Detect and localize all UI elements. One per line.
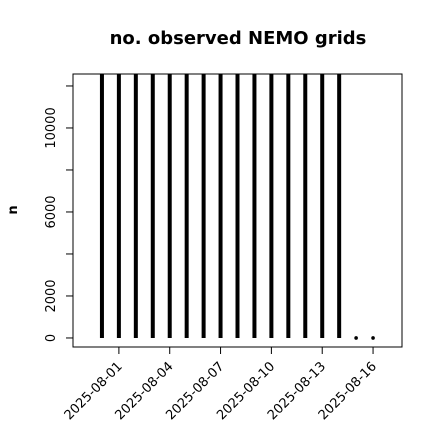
y-axis-label: n (6, 205, 21, 214)
y-tick-label: 0 (44, 334, 59, 342)
point (371, 336, 375, 340)
point (354, 336, 358, 340)
y-tick-label: 6000 (44, 195, 59, 228)
y-tick-label: 10000 (44, 107, 59, 148)
y-tick-label: 2000 (44, 279, 59, 312)
chart-title: no. observed NEMO grids (110, 28, 367, 49)
